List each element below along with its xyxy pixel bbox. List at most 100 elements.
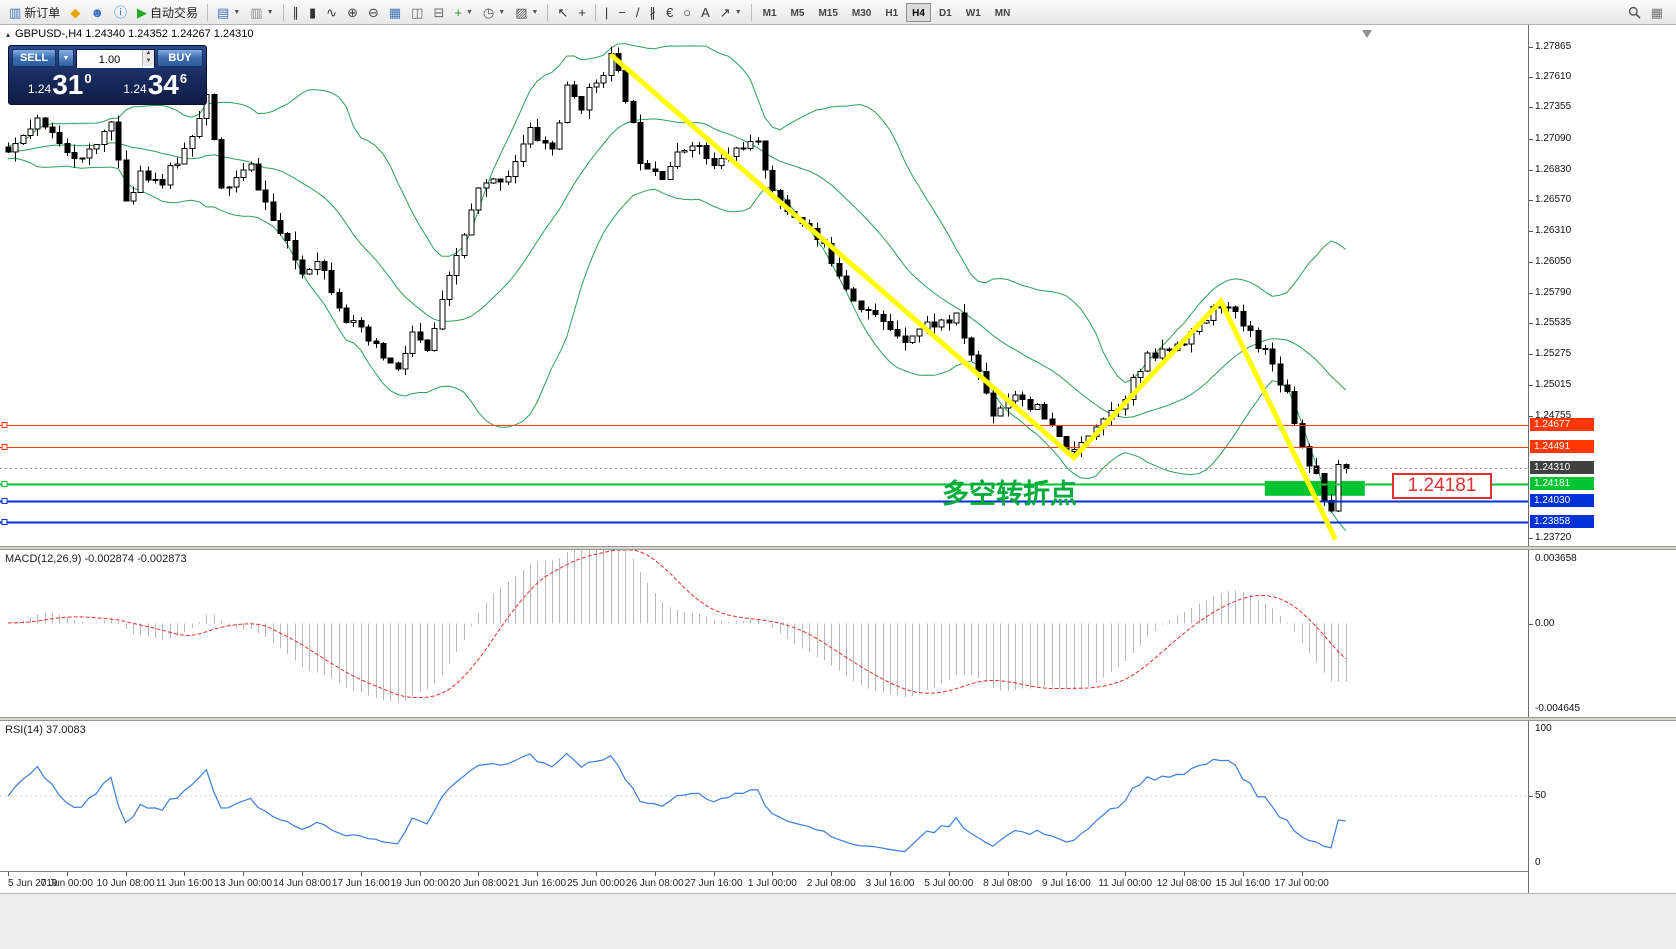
autotrading-button[interactable]: ▶ 自动交易 [132, 2, 203, 23]
text-button[interactable]: A [696, 2, 715, 23]
caret-down-icon: ▼ [498, 8, 506, 16]
axis-tick [420, 872, 421, 876]
timeframe-m30-button[interactable]: M30 [851, 7, 872, 19]
arrows-button[interactable]: ↗ ▼ [715, 2, 747, 23]
buy-button[interactable]: BUY [157, 49, 203, 67]
order-options-dropdown[interactable]: ▼ [58, 49, 74, 67]
grid-button[interactable]: ▦ [384, 2, 406, 23]
window-icon: ▦ [1650, 4, 1663, 20]
new-order-button[interactable]: ▥ 新订单 [4, 2, 65, 23]
axis-tick [1302, 872, 1303, 876]
panel-splitter[interactable] [0, 546, 1676, 550]
price-callout-box[interactable]: 1.24181 [1392, 473, 1492, 499]
price-axis-label: 1.25275 [1535, 348, 1572, 359]
volume-input[interactable] [77, 52, 154, 68]
time-axis-label: 5 Jul 00:00 [924, 878, 974, 889]
yellow-trendline [609, 52, 1338, 541]
time-axis-label: 21 Jun 16:00 [508, 878, 567, 889]
zoom-out-button[interactable]: ⊖ [363, 2, 384, 23]
volume-down-button[interactable]: ▼ [143, 58, 154, 66]
community-button[interactable]: ☻ [85, 2, 109, 23]
axis-tick [772, 872, 773, 876]
price-axis[interactable]: 1.27865 1.27610 1.27355 1.27090 1.26830 1.265… [1528, 25, 1676, 893]
bollinger-band-line [7, 157, 1347, 532]
timeframe-m1-button[interactable]: M1 [762, 7, 777, 19]
sell-price[interactable]: 1.24 31 0 [12, 67, 108, 103]
axis-tick [1529, 796, 1533, 797]
time-axis-label: 5 Jun 2019 [8, 878, 58, 889]
price-axis-label: 1.23720 [1535, 532, 1572, 543]
time-axis-label: 8 Jul 08:00 [983, 878, 1033, 889]
rsi-chart-canvas[interactable] [0, 721, 1528, 871]
main-toolbar: ▥ 新订单 ◆ ☻ ⓘ ▶ 自动交易 ▤ ▼ ▥ ▼ ∥ ▮ ∿ ⊕ ⊖ ▦ ◫ ⊟ + ▼ ◷ ▼ ▨ ▼ ↖ + | − / ∦ € ○ A ↗… [0, 0, 1676, 25]
buy-price[interactable]: 1.24 34 6 [108, 67, 204, 103]
periods-button[interactable]: ◷ ▼ [478, 2, 510, 23]
shapes-button[interactable]: ○ [678, 2, 696, 23]
one-click-trading-panel: SELL ▼ ▲ ▼ BUY 1.24 31 0 1.2 [8, 45, 207, 105]
price-axis-label: 1.26310 [1535, 225, 1572, 236]
price-axis-label: 1.26570 [1535, 194, 1572, 205]
cascade-windows-button[interactable]: ⊟ [428, 2, 449, 23]
toolbar-left-group: ▥ 新订单 ◆ ☻ ⓘ ▶ 自动交易 ▤ ▼ ▥ ▼ ∥ ▮ ∿ ⊕ ⊖ ▦ ◫ ⊟ + ▼ ◷ ▼ ▨ ▼ ↖ + | − / ∦ € ○ A ↗… [4, 2, 1017, 23]
macd-chart-canvas[interactable] [0, 550, 1528, 717]
indicators-button[interactable]: + ▼ [449, 2, 478, 23]
toolbar-separator [594, 3, 596, 21]
horizontal-line-button[interactable]: − [613, 2, 631, 23]
axis-tick [1529, 139, 1533, 140]
axis-tick [1529, 323, 1533, 324]
indicators-plus-icon: + [454, 4, 462, 20]
vertical-line-button[interactable]: | [600, 2, 613, 23]
pivot-annotation-text[interactable]: 多空转折点 [942, 479, 1077, 509]
time-axis-label: 10 Jun 08:00 [96, 878, 155, 889]
help-button[interactable]: ⓘ [109, 2, 132, 23]
axis-tick [1008, 872, 1009, 876]
timeframe-d1-button[interactable]: D1 [938, 7, 952, 19]
metaquotes-button[interactable]: ◆ [65, 2, 85, 23]
candlestick-chart-canvas[interactable] [0, 25, 1528, 546]
new-chart-button[interactable]: ▤ ▼ [212, 2, 245, 23]
windows-button[interactable]: ▦ [1646, 2, 1668, 23]
horizontal-line-icon: − [618, 4, 626, 20]
sell-price-big: 31 [52, 69, 84, 100]
chart-workspace: ▴ GBPUSD-,H4 1.24340 1.24352 1.24267 1.2… [0, 25, 1676, 949]
templates-button[interactable]: ▨ ▼ [510, 2, 543, 23]
cursor-button[interactable]: ↖ [552, 2, 573, 23]
toolbar-separator [207, 3, 209, 21]
trendline-button[interactable]: / [631, 2, 645, 23]
price-axis-label: 1.27865 [1535, 41, 1572, 52]
timeframe-h1-button[interactable]: H1 [885, 7, 899, 19]
candles-chart-button[interactable]: ▮ [304, 2, 321, 23]
tile-windows-icon: ◫ [411, 4, 424, 20]
channel-button[interactable]: ∦ [645, 2, 662, 23]
timeframe-w1-button[interactable]: W1 [965, 7, 981, 19]
timeframe-mn-button[interactable]: MN [994, 7, 1011, 19]
timeframe-m5-button[interactable]: M5 [790, 7, 805, 19]
volume-up-button[interactable]: ▲ [143, 50, 154, 58]
timeframe-h4-button[interactable]: H4 [906, 2, 931, 22]
timeframe-m15-button[interactable]: M15 [818, 7, 838, 19]
price-axis-label: 1.26830 [1535, 164, 1572, 175]
time-axis-label: 12 Jul 08:00 [1156, 878, 1212, 889]
time-axis[interactable]: 5 Jun 2019 7 Jun 00:00 10 Jun 08:00 11 Jun … [0, 871, 1528, 893]
price-tag: 1.23858 [1530, 515, 1594, 528]
price-axis-label: 1.27610 [1535, 71, 1572, 82]
trade-panel-toggle-icon[interactable]: ▴ [6, 29, 11, 39]
axis-tick [714, 872, 715, 876]
tile-windows-button[interactable]: ◫ [406, 2, 428, 23]
crosshair-button[interactable]: + [573, 2, 591, 23]
axis-tick [1184, 872, 1185, 876]
search-button[interactable] [1623, 2, 1646, 23]
fibonacci-button[interactable]: € [661, 2, 678, 23]
rsi-axis-label: 0 [1535, 857, 1541, 868]
axis-tick [478, 872, 479, 876]
rsi-axis-label: 50 [1535, 790, 1547, 801]
line-chart-button[interactable]: ∿ [321, 2, 342, 23]
axis-tick [1529, 624, 1533, 625]
line-handle [1, 444, 8, 450]
panel-splitter[interactable] [0, 717, 1676, 721]
sell-button[interactable]: SELL [12, 49, 56, 67]
zoom-in-button[interactable]: ⊕ [342, 2, 363, 23]
axis-tick [1529, 354, 1533, 355]
profiles-button[interactable]: ▥ ▼ [245, 2, 278, 23]
bars-chart-button[interactable]: ∥ [288, 2, 305, 23]
